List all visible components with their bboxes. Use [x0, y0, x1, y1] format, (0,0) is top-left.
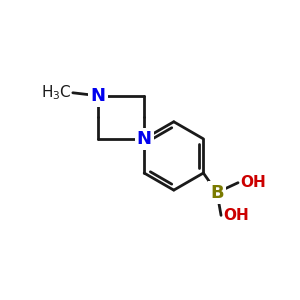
Text: B: B	[210, 184, 224, 202]
Text: OH: OH	[240, 175, 266, 190]
Text: N: N	[91, 87, 106, 105]
Text: H$_3$C: H$_3$C	[41, 83, 71, 102]
Text: N: N	[137, 130, 152, 148]
Text: OH: OH	[223, 208, 249, 223]
